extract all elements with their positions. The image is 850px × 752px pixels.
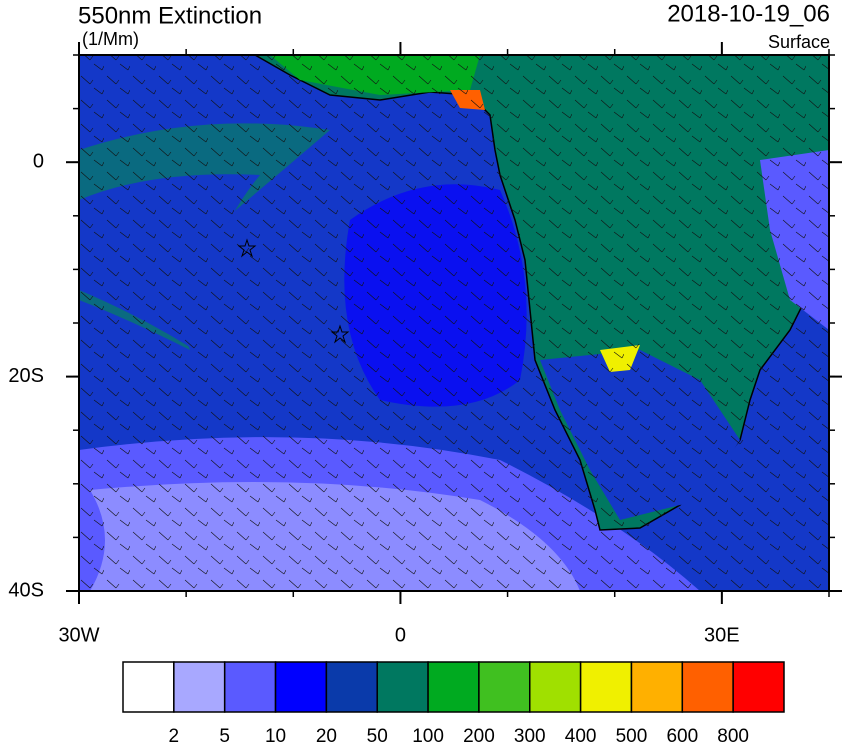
lat-tick-label: 40S: [8, 579, 44, 601]
colorbar-label: 100: [412, 726, 444, 747]
color-box: [681, 661, 734, 713]
date: 2018-10-19_06: [667, 0, 830, 27]
map-field: [79, 55, 829, 591]
colorbar-label: 400: [565, 726, 597, 747]
colorbar-label: 300: [514, 726, 546, 747]
lat-tick-label: 20S: [8, 365, 44, 387]
color-box: [325, 661, 378, 713]
color-box: [376, 661, 429, 713]
colorbar-label: 600: [666, 726, 698, 747]
colorbar-label: 20: [316, 726, 337, 747]
lon-tick-label: 30W: [58, 624, 99, 646]
color-box: [427, 661, 480, 713]
colorbar-label: 200: [463, 726, 495, 747]
level: Surface: [768, 32, 830, 52]
axes: 30W 0 30E 0 20S 40S: [8, 42, 842, 646]
colorbar: 2 5 10 20 50 100 200 300 400 500 600 800: [122, 661, 785, 747]
color-box: [274, 661, 328, 713]
title: 550nm Extinction: [78, 2, 262, 29]
lat-tick-label: 0: [33, 150, 44, 172]
units: (1/Mm): [82, 29, 139, 49]
colorbar-label: 2: [169, 726, 180, 747]
color-box: [122, 661, 175, 713]
colorbar-label: 50: [367, 726, 388, 747]
color-box: [732, 661, 785, 713]
wind-barbs: [79, 55, 829, 591]
color-box: [173, 661, 226, 713]
colorbar-label: 500: [616, 726, 648, 747]
station-star: [237, 238, 257, 258]
color-box: [630, 661, 684, 713]
lon-tick-label: 30E: [704, 624, 740, 646]
lon-tick-label: 0: [395, 624, 406, 646]
color-box: [529, 661, 582, 713]
station-star: [330, 324, 350, 344]
color-box: [223, 661, 277, 713]
colorbar-label: 5: [219, 726, 230, 747]
color-box: [579, 661, 633, 713]
colorbar-label: 10: [265, 726, 286, 747]
colorbar-label: 800: [717, 726, 749, 747]
color-box: [478, 661, 531, 713]
